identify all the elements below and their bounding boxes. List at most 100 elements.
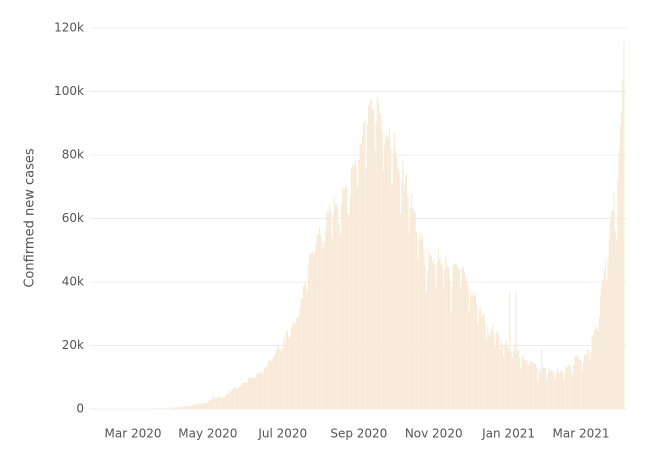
bar <box>523 355 524 409</box>
bar <box>556 374 557 409</box>
bar <box>368 105 369 409</box>
bar <box>582 370 583 409</box>
bar <box>357 187 358 409</box>
bar <box>389 128 390 409</box>
bar <box>439 258 440 409</box>
bar <box>259 373 260 409</box>
bar <box>355 160 356 409</box>
bar <box>361 145 362 409</box>
bar <box>481 316 482 409</box>
bar <box>460 289 461 409</box>
bar <box>166 408 167 409</box>
bar <box>375 123 376 409</box>
bar <box>537 380 538 409</box>
bar <box>513 352 514 409</box>
bar <box>450 312 451 409</box>
bar <box>340 234 341 409</box>
bar <box>186 406 187 409</box>
bar <box>358 160 359 409</box>
x-tick-label: Mar 2020 <box>104 427 161 441</box>
x-tick-label: Jan 2021 <box>481 427 535 441</box>
bar <box>177 407 178 409</box>
bar <box>274 355 275 409</box>
bar <box>519 358 520 409</box>
bar <box>449 279 450 409</box>
bar <box>281 351 282 409</box>
bar <box>497 331 498 409</box>
bar <box>600 295 601 409</box>
bar <box>416 232 417 409</box>
bar <box>287 332 288 409</box>
bar <box>571 369 572 409</box>
bar <box>531 361 532 409</box>
bar <box>432 263 433 409</box>
bar <box>504 344 505 409</box>
bar <box>490 336 491 409</box>
bar <box>479 309 480 409</box>
bar <box>396 157 397 409</box>
bar <box>249 378 250 409</box>
bar <box>453 265 454 409</box>
bar <box>207 401 208 409</box>
bar <box>382 132 383 409</box>
bar <box>226 393 227 409</box>
bar <box>387 136 388 409</box>
bar <box>402 160 403 409</box>
bar <box>563 380 564 409</box>
bar <box>522 359 523 409</box>
bar <box>277 346 278 409</box>
bar <box>264 368 265 409</box>
bar <box>314 253 315 409</box>
bar <box>476 305 477 409</box>
bar <box>417 260 418 409</box>
bar <box>302 299 303 409</box>
bar <box>434 265 435 409</box>
bar <box>437 262 438 409</box>
bar <box>508 348 509 409</box>
bar <box>304 282 305 409</box>
bar <box>405 176 406 409</box>
bar <box>539 369 540 409</box>
bar <box>609 239 610 409</box>
bar <box>534 364 535 409</box>
bar <box>371 99 372 409</box>
bar <box>515 291 516 409</box>
y-axis-label: Confirmed new cases <box>23 148 38 288</box>
bar <box>525 361 526 409</box>
bar <box>533 363 534 409</box>
bar <box>172 407 173 409</box>
bar <box>414 212 415 409</box>
bar <box>394 133 395 409</box>
bar <box>456 265 457 409</box>
bar <box>206 403 207 409</box>
bar <box>393 153 394 409</box>
bar <box>598 331 599 409</box>
bar <box>547 373 548 409</box>
bar <box>422 236 423 409</box>
bar <box>610 221 611 409</box>
bar <box>594 330 595 409</box>
bar <box>326 211 327 409</box>
bar <box>621 113 622 409</box>
bar <box>587 350 588 409</box>
bar <box>585 356 586 409</box>
bar <box>298 316 299 409</box>
bar <box>328 214 329 409</box>
bar <box>546 382 547 409</box>
bar <box>374 150 375 409</box>
bar <box>433 260 434 409</box>
x-tick-label: May 2020 <box>178 427 237 441</box>
bar <box>578 356 579 409</box>
bar <box>227 393 228 409</box>
bar <box>212 397 213 409</box>
bar <box>215 398 216 409</box>
bar <box>346 187 347 409</box>
bar <box>244 382 245 409</box>
bar <box>333 216 334 409</box>
bar <box>622 80 623 409</box>
bar <box>189 406 190 409</box>
bar <box>267 362 268 409</box>
bar <box>318 234 319 409</box>
bar <box>464 272 465 409</box>
